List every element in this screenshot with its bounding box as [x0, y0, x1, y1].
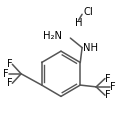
Text: F: F: [7, 78, 12, 88]
Text: F: F: [7, 59, 12, 69]
Text: F: F: [3, 69, 9, 79]
Text: NH: NH: [83, 43, 98, 53]
Text: F: F: [105, 90, 111, 100]
Text: F: F: [110, 82, 115, 92]
Text: H₂N: H₂N: [43, 31, 62, 41]
Text: Cl: Cl: [83, 7, 93, 17]
Text: F: F: [105, 74, 111, 84]
Text: H: H: [75, 18, 82, 28]
